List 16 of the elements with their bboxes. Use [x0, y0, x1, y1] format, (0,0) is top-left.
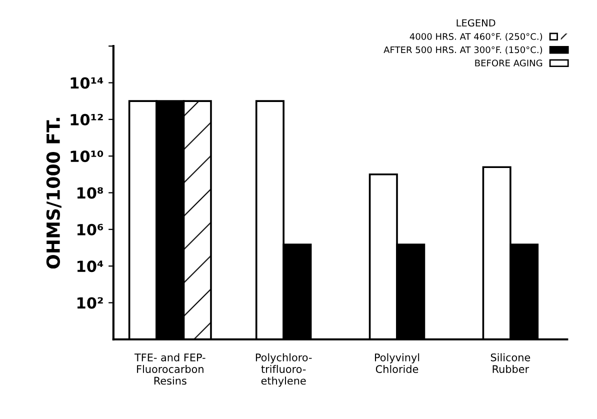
legend-label: BEFORE AGING [475, 60, 542, 66]
x-tick-label: Polyvinyl Chloride [375, 353, 420, 374]
x-tick-label: TFE- and FEP- Fluorocarbon Resins [134, 353, 206, 385]
legend-title: LEGEND [456, 19, 496, 27]
y-tick-label: 10⁸ [77, 187, 103, 199]
x-tick-label: Silicone Rubber [490, 353, 530, 374]
y-tick-label: 10¹⁰ [70, 150, 104, 162]
x-tick-label: Polychloro- trifluoro- ethylene [256, 353, 312, 387]
y-tick-label: 10² [77, 297, 103, 309]
legend-label: 4000 HRS. AT 460°F. (250°C.) [410, 32, 542, 41]
y-tick-label: 10⁶ [77, 224, 104, 236]
y-tick-label: 10¹⁴ [70, 77, 104, 89]
y-tick-label: 10⁴ [77, 260, 104, 272]
y-tick-label: 10¹² [70, 114, 103, 126]
legend-label: AFTER 500 HRS. AT 300°F. (150°C.) [384, 46, 542, 54]
y-axis-title: OHMS/1000 FT. [46, 118, 62, 269]
